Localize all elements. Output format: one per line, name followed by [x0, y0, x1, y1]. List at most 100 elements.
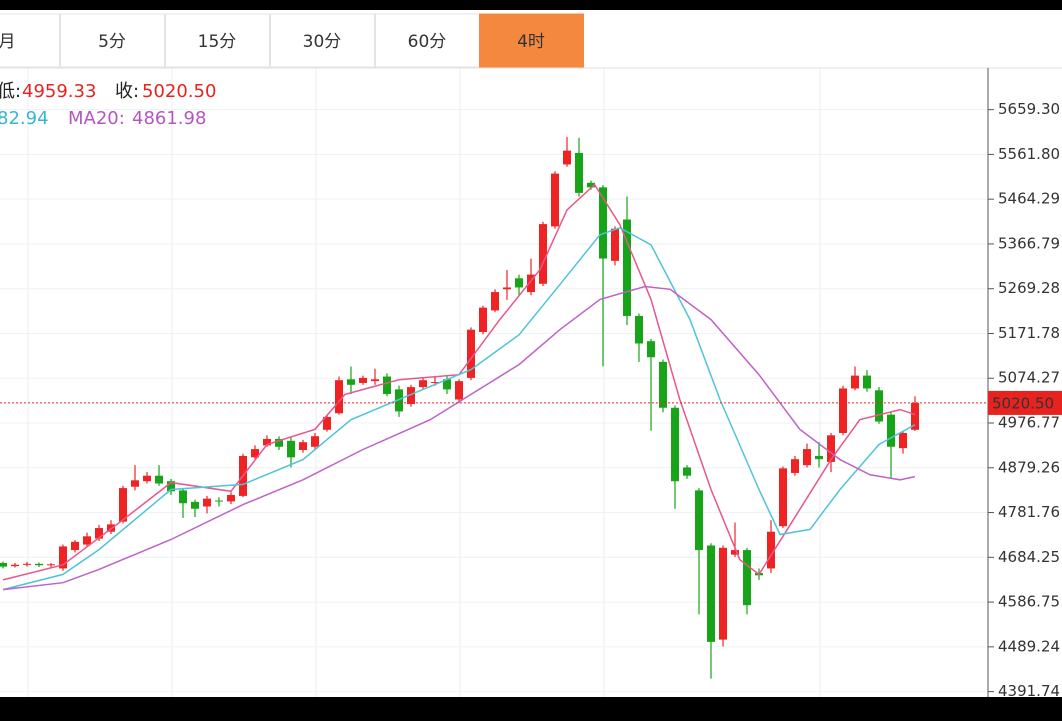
candle-body	[479, 307, 487, 332]
candle-body	[635, 315, 643, 344]
candle-body	[179, 490, 187, 504]
candle-body	[323, 416, 331, 430]
candle-body	[251, 449, 259, 458]
candle-body	[899, 433, 907, 449]
candle-body	[395, 389, 403, 412]
candle-body	[491, 292, 499, 311]
candle-body	[827, 435, 835, 462]
candle-body	[83, 536, 91, 545]
legend-value: 5020.50	[142, 81, 216, 102]
y-tick-label: 5269.28	[998, 279, 1060, 297]
y-tick-label: 4586.75	[998, 593, 1060, 611]
candle-body	[695, 490, 703, 551]
last-price-label: 5020.50	[992, 394, 1054, 412]
candle-body	[599, 187, 607, 259]
tab-label: 月	[0, 32, 16, 52]
tab-label: 60分	[408, 32, 447, 52]
candle-body	[275, 438, 283, 447]
candle-body	[347, 379, 355, 385]
candle-body	[875, 390, 883, 422]
candle-body	[815, 455, 823, 460]
tab[interactable]	[270, 13, 375, 68]
candle-body	[455, 381, 463, 400]
candle-body	[143, 475, 151, 482]
ma-line	[2, 226, 916, 591]
tab[interactable]	[0, 13, 60, 68]
candle-body	[863, 375, 871, 389]
tab[interactable]	[375, 13, 480, 68]
candle-body	[791, 459, 799, 473]
candle-body	[95, 528, 103, 539]
candle-body	[743, 550, 751, 606]
candle-body	[563, 150, 571, 165]
candle-body	[335, 380, 343, 414]
candle-body	[215, 500, 223, 502]
candle-body	[0, 562, 7, 567]
candle-body	[587, 182, 595, 188]
candle-body	[659, 361, 667, 408]
top-bar	[0, 0, 1062, 10]
y-tick-label: 5464.29	[998, 190, 1060, 208]
grid	[0, 68, 988, 697]
candle-body	[707, 545, 715, 642]
tab-bar: 月 5分 15分 30分 60分 4时	[0, 13, 1062, 69]
candle-body	[359, 377, 367, 383]
ma-legend-value: 82.94	[0, 108, 49, 129]
legend-value: 4959.33	[22, 81, 96, 102]
candle-body	[467, 329, 475, 378]
legend-label: 收:	[115, 81, 139, 102]
candle-body	[47, 564, 55, 566]
candle-body	[575, 152, 583, 193]
candle-body	[443, 379, 451, 390]
candle-body	[419, 380, 427, 388]
candle-body	[911, 402, 919, 430]
candle-body	[383, 376, 391, 394]
y-tick-label: 5366.79	[998, 234, 1060, 252]
candle-body	[167, 481, 175, 492]
candle-body	[131, 480, 139, 487]
legend: 低: 4959.33 收: 5020.50 82.94 MA20: 4861.98	[0, 81, 216, 129]
candle-body	[623, 219, 631, 316]
y-tick-label: 4489.24	[998, 637, 1060, 655]
tab[interactable]	[60, 13, 165, 68]
candle-body	[731, 550, 739, 555]
candle-body	[71, 541, 79, 551]
ma-line	[2, 183, 916, 581]
tab-label: 4时	[517, 32, 545, 52]
tab[interactable]	[479, 13, 584, 68]
tab[interactable]	[165, 13, 270, 68]
tab-label: 15分	[198, 32, 237, 52]
y-tick-label: 5171.78	[998, 324, 1060, 342]
y-tick-label: 4976.77	[998, 414, 1060, 432]
candle-body	[35, 563, 43, 566]
y-tick-label: 4684.25	[998, 548, 1060, 566]
tab-label: 5分	[98, 32, 126, 52]
plot-area	[0, 136, 988, 679]
candle-body	[647, 341, 655, 358]
candle-body	[155, 475, 163, 484]
candle-body	[851, 375, 859, 389]
candle-body	[779, 468, 787, 527]
candle-body	[11, 564, 19, 567]
candle-body	[431, 382, 439, 384]
candle-body	[191, 501, 199, 509]
y-tick-label: 4391.74	[998, 682, 1060, 700]
y-tick-label: 4879.26	[998, 458, 1060, 476]
y-tick-label: 5074.27	[998, 369, 1060, 387]
candle-body	[839, 388, 847, 434]
y-tick-label: 5561.80	[998, 145, 1060, 163]
candle-body	[23, 563, 31, 565]
candle-body	[767, 531, 775, 569]
legend-label: 低:	[0, 81, 21, 102]
price-axis: 5659.30 5561.80 5464.29 5366.79 5269.28 5171.…	[987, 68, 1062, 700]
ma-legend-label: MA20:	[68, 108, 125, 129]
bottom-bar	[0, 697, 1062, 721]
candle-body	[527, 274, 535, 293]
candle-body	[551, 173, 559, 227]
candle-body	[515, 278, 523, 288]
candle-body	[611, 228, 619, 261]
candle-body	[503, 287, 511, 290]
candle-body	[203, 498, 211, 507]
